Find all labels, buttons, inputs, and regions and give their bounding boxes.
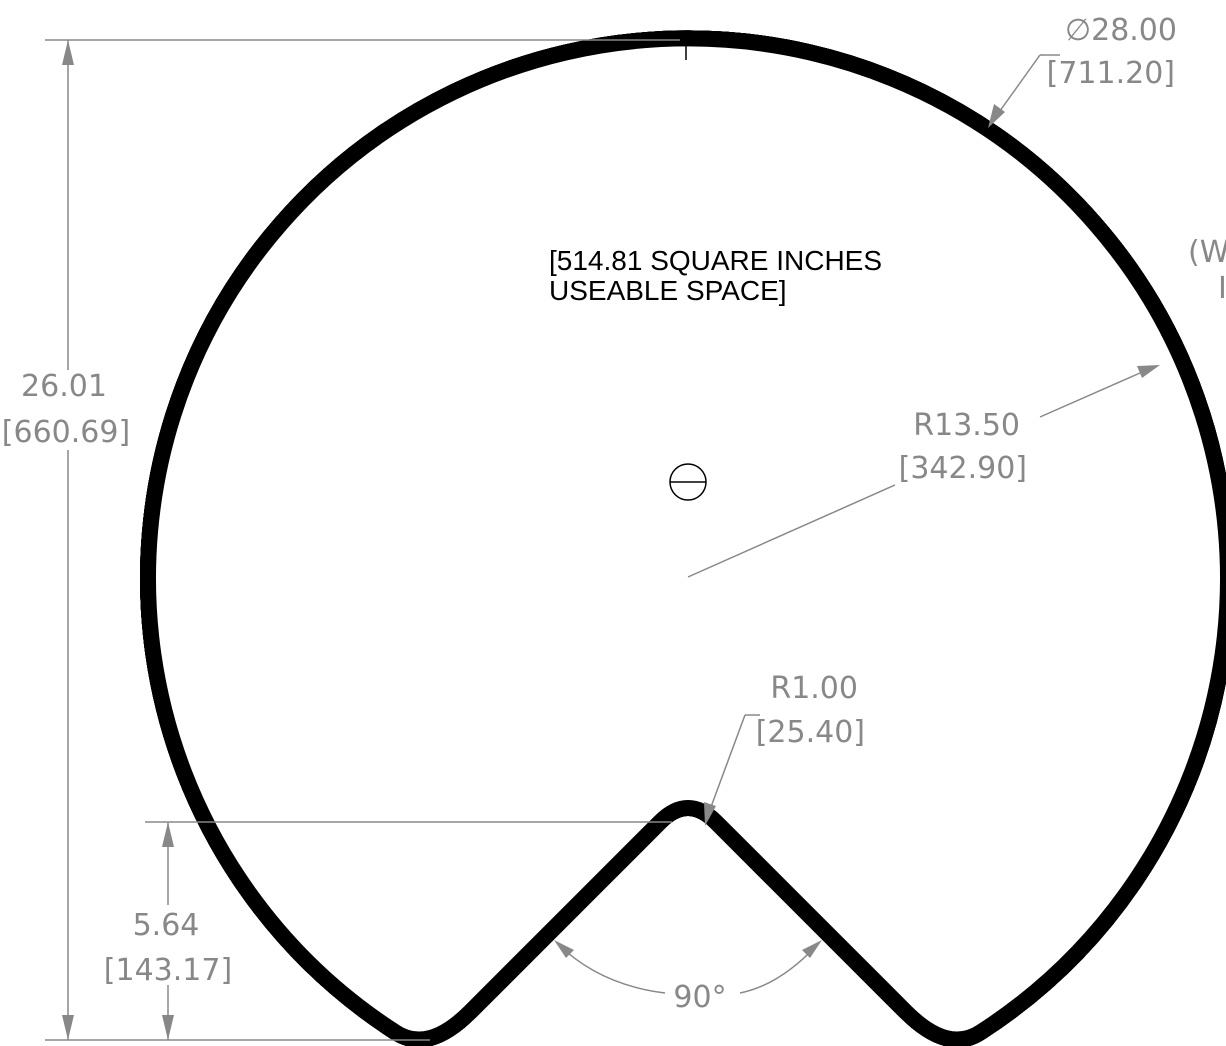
notch-depth-metric: [143.17] bbox=[104, 953, 232, 988]
area-note-line1: [514.81 SQUARE INCHES bbox=[549, 245, 882, 276]
notch-depth-value: 5.64 bbox=[133, 908, 200, 943]
notch-depth-dimension bbox=[145, 821, 672, 1040]
radius-metric: [342.90] bbox=[899, 451, 1027, 486]
diameter-leader bbox=[988, 54, 1060, 128]
center-mark bbox=[669, 463, 707, 501]
height-dimension bbox=[45, 39, 680, 1041]
tray-outline bbox=[148, 38, 1226, 1046]
radius-value: R13.50 bbox=[913, 408, 1020, 443]
height-metric: [660.69] bbox=[2, 415, 130, 450]
notch-radius-leader bbox=[704, 714, 760, 826]
angle-value: 90° bbox=[673, 980, 726, 1015]
diameter-value: ∅28.00 bbox=[1065, 13, 1177, 48]
cut-text: I bbox=[1218, 271, 1226, 306]
angle-dimension bbox=[554, 940, 822, 994]
diameter-metric: [711.20] bbox=[1047, 56, 1175, 91]
notch-radius-metric: [25.40] bbox=[756, 715, 865, 750]
height-value: 26.01 bbox=[21, 369, 107, 404]
radius-leader bbox=[687, 365, 1160, 578]
notch-radius-value: R1.00 bbox=[770, 671, 858, 706]
cut-text: (W bbox=[1188, 235, 1226, 270]
area-note-line2: USEABLE SPACE] bbox=[549, 275, 787, 306]
